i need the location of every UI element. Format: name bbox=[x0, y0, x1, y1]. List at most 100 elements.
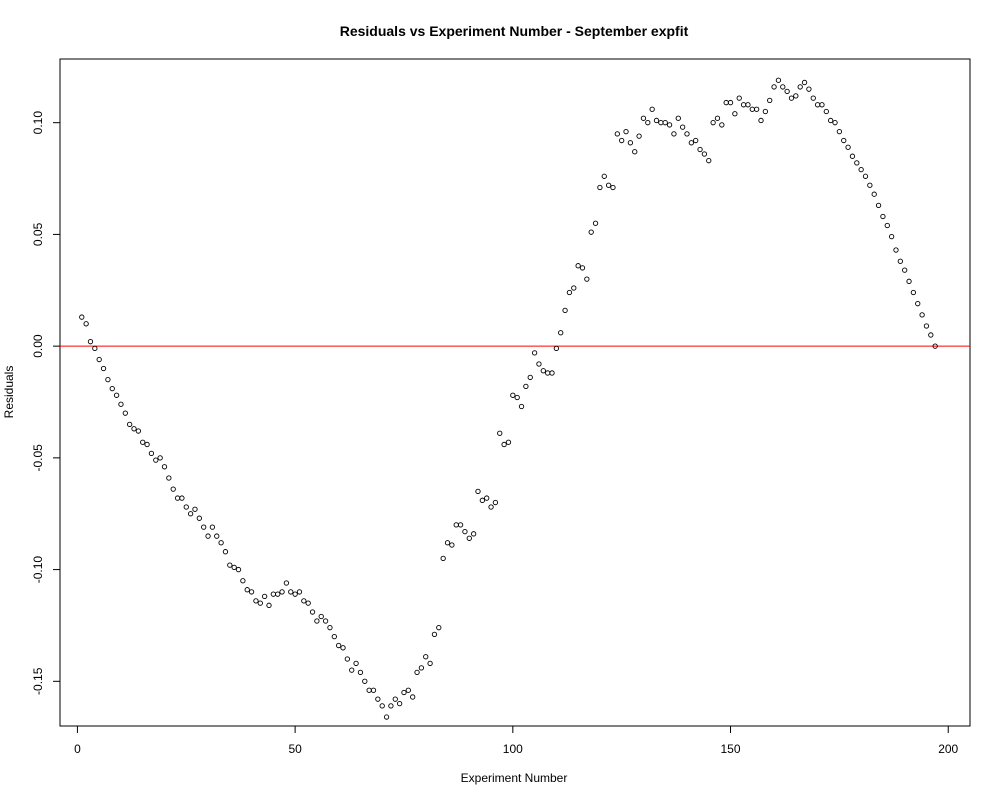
y-tick-label: -0.10 bbox=[31, 556, 45, 584]
data-point bbox=[875, 202, 882, 209]
data-point bbox=[902, 267, 908, 273]
data-point bbox=[270, 591, 276, 597]
data-point bbox=[623, 128, 629, 135]
data-point bbox=[858, 166, 864, 173]
data-point bbox=[780, 84, 786, 90]
data-point bbox=[549, 370, 555, 376]
data-point bbox=[144, 441, 150, 448]
data-point bbox=[488, 504, 494, 510]
data-point bbox=[405, 687, 411, 693]
data-point bbox=[806, 86, 812, 92]
data-point bbox=[357, 669, 364, 676]
data-point bbox=[649, 106, 655, 112]
data-point bbox=[301, 598, 307, 604]
data-point bbox=[888, 233, 895, 240]
data-point bbox=[96, 356, 102, 363]
data-point bbox=[767, 97, 773, 103]
data-point bbox=[253, 598, 259, 604]
data-point bbox=[205, 533, 211, 539]
data-point bbox=[484, 495, 490, 501]
data-point bbox=[166, 475, 172, 481]
data-point bbox=[235, 566, 242, 573]
data-point bbox=[719, 122, 725, 128]
data-point bbox=[514, 394, 520, 401]
data-point bbox=[279, 589, 285, 595]
data-point bbox=[854, 160, 860, 166]
data-point bbox=[740, 102, 747, 108]
data-point bbox=[148, 450, 155, 457]
data-point bbox=[218, 540, 224, 546]
data-point bbox=[492, 499, 499, 506]
data-point bbox=[640, 115, 647, 121]
data-point bbox=[932, 343, 938, 349]
data-point bbox=[784, 88, 790, 95]
data-point bbox=[83, 321, 89, 327]
data-point bbox=[619, 137, 625, 144]
data-point bbox=[257, 600, 263, 606]
data-point bbox=[793, 93, 799, 99]
y-tick-label: -0.15 bbox=[31, 667, 45, 695]
data-point bbox=[131, 426, 137, 432]
data-point bbox=[601, 173, 607, 179]
data-point bbox=[375, 696, 381, 702]
data-point bbox=[388, 703, 394, 709]
data-point bbox=[105, 377, 111, 383]
data-point bbox=[518, 403, 525, 410]
data-point bbox=[605, 182, 612, 188]
data-point bbox=[87, 339, 94, 345]
data-point bbox=[571, 285, 577, 291]
data-point bbox=[179, 495, 185, 501]
x-axis-label: Experiment Number bbox=[461, 771, 568, 785]
data-point bbox=[749, 106, 755, 112]
data-point bbox=[727, 99, 734, 106]
data-point bbox=[505, 439, 512, 445]
data-point bbox=[418, 665, 425, 671]
y-tick-label: 0.10 bbox=[31, 111, 45, 135]
data-point bbox=[675, 115, 681, 121]
data-point bbox=[849, 153, 856, 159]
data-point bbox=[627, 140, 634, 146]
data-point bbox=[693, 137, 699, 144]
data-point bbox=[906, 278, 912, 284]
data-point bbox=[449, 542, 455, 548]
data-point bbox=[292, 591, 298, 597]
data-point bbox=[401, 689, 407, 696]
data-point bbox=[884, 222, 890, 229]
data-point bbox=[584, 276, 590, 282]
data-point bbox=[414, 669, 420, 676]
data-point bbox=[214, 533, 220, 539]
data-point bbox=[919, 312, 925, 318]
data-point bbox=[862, 173, 869, 179]
x-axis: 0 50 100 150 200 bbox=[74, 725, 959, 756]
data-point bbox=[427, 660, 433, 667]
data-points bbox=[79, 77, 938, 720]
data-point bbox=[928, 332, 934, 338]
data-point bbox=[436, 625, 442, 631]
data-point bbox=[318, 613, 324, 620]
data-point bbox=[915, 301, 921, 307]
data-point bbox=[697, 146, 703, 153]
data-point bbox=[444, 540, 451, 546]
data-point bbox=[475, 488, 481, 495]
data-point bbox=[679, 124, 686, 130]
data-point bbox=[362, 678, 368, 684]
data-point bbox=[244, 587, 250, 593]
x-tick-label: 0 bbox=[74, 742, 81, 756]
data-point bbox=[309, 609, 316, 615]
data-point bbox=[248, 589, 255, 595]
data-point bbox=[127, 421, 133, 427]
data-point bbox=[79, 314, 85, 320]
plot-frame bbox=[59, 58, 971, 727]
x-tick-label: 100 bbox=[503, 742, 523, 756]
y-axis: -0.15 -0.10 -0.05 0.00 0.05 0.10 bbox=[31, 111, 61, 695]
data-point bbox=[723, 99, 729, 106]
data-point bbox=[470, 531, 477, 537]
data-point bbox=[540, 368, 546, 374]
data-point bbox=[440, 555, 446, 562]
data-point bbox=[684, 131, 690, 137]
data-point bbox=[410, 694, 416, 700]
data-point bbox=[457, 522, 464, 528]
data-point bbox=[379, 703, 385, 709]
data-point bbox=[788, 95, 795, 101]
data-point bbox=[392, 696, 398, 702]
